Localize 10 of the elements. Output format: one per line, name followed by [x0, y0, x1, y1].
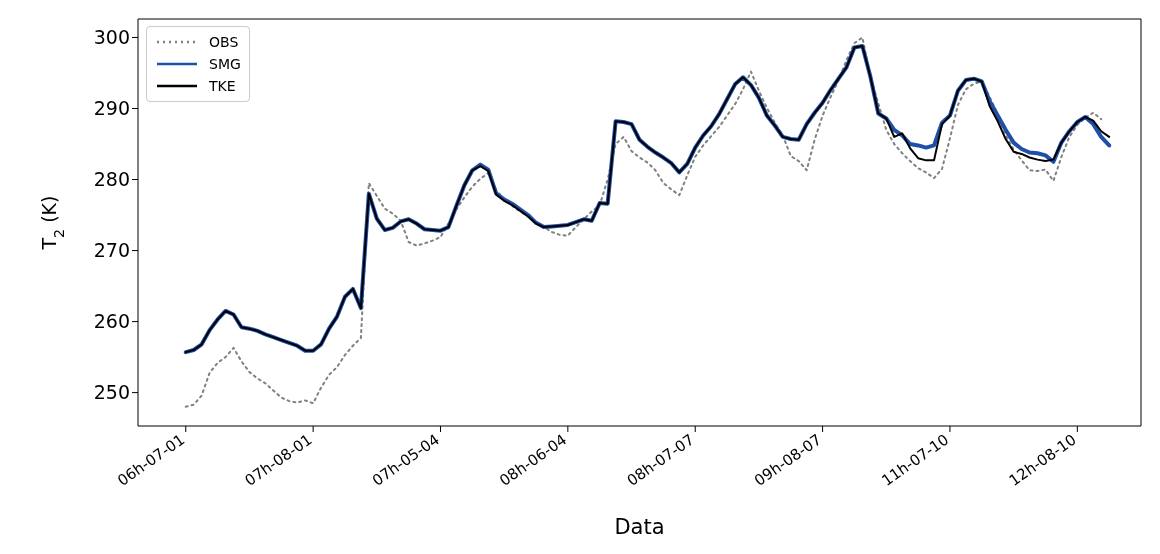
y-tick-label: 270: [93, 239, 130, 262]
y-tick-label: 280: [93, 168, 130, 191]
legend-label: OBS: [209, 33, 239, 52]
legend-label: SMG: [209, 55, 241, 74]
y-tick-label: 300: [93, 26, 130, 49]
legend-label: TKE: [209, 77, 236, 96]
y-tick-label: 260: [93, 310, 130, 333]
y-tick-label: 290: [93, 97, 130, 120]
x-axis-title: Data: [614, 515, 665, 539]
y-tick-label: 250: [93, 381, 130, 404]
